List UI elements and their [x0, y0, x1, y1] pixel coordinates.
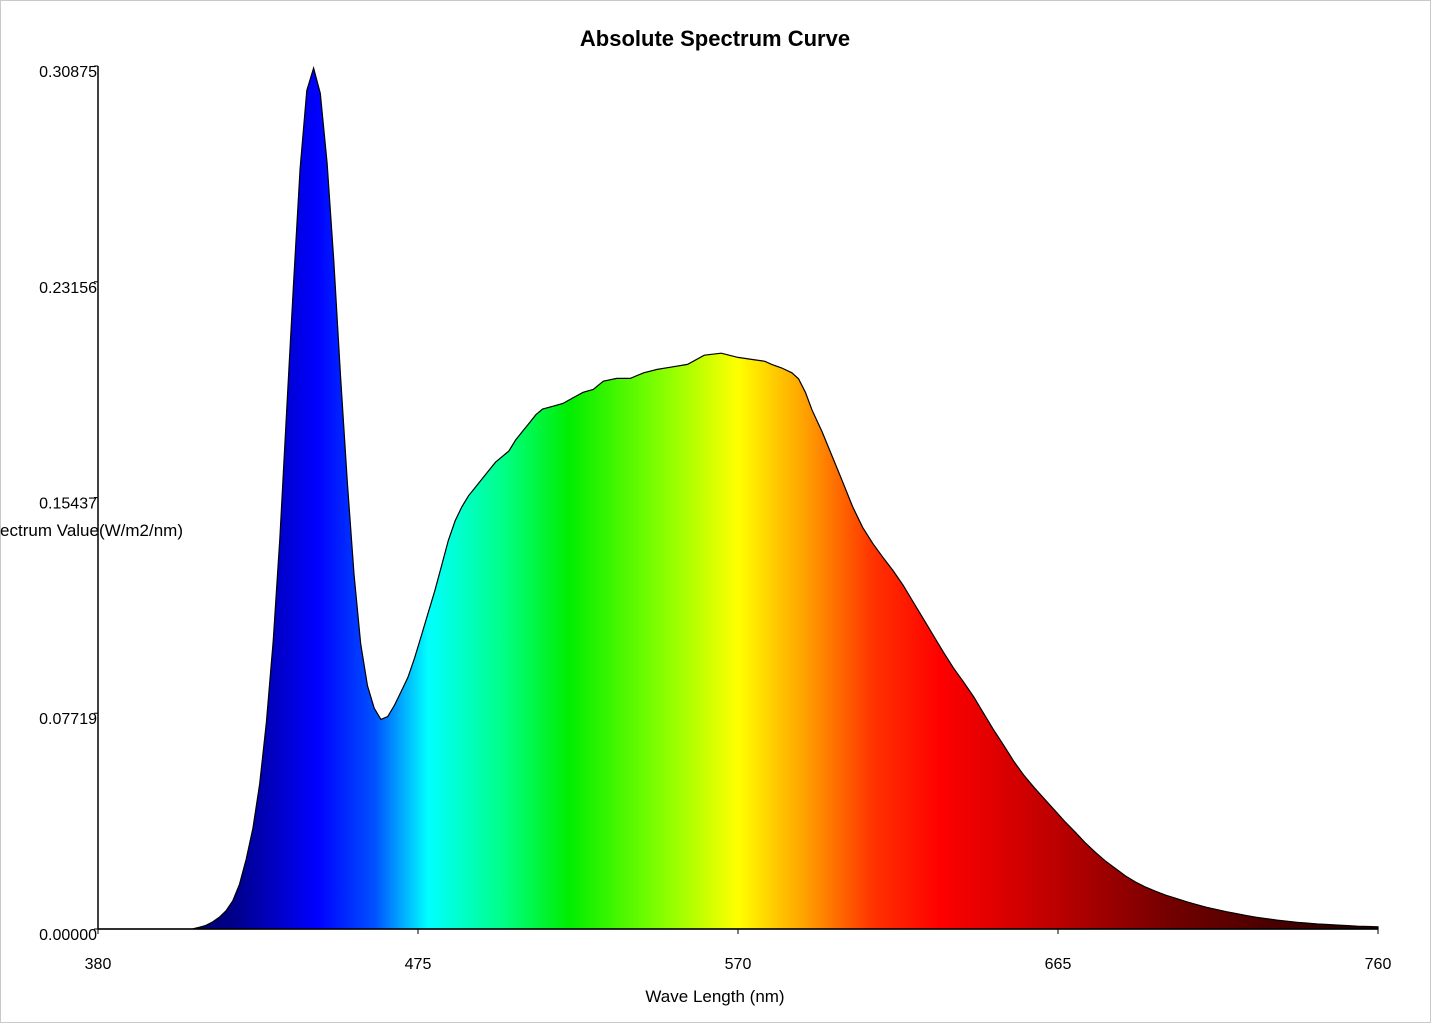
spectrum-area — [98, 65, 1379, 930]
y-axis-ticks: 0.00000 0.07719 0.15437 0.23156 0.30875 — [39, 64, 98, 944]
x-tick-label: 475 — [405, 956, 432, 973]
y-tick-label: 0.23156 — [39, 280, 97, 297]
x-tick-label: 665 — [1045, 956, 1072, 973]
chart-title: Absolute Spectrum Curve — [580, 26, 850, 51]
y-tick-label: 0.30875 — [39, 64, 97, 81]
x-tick-label: 380 — [85, 956, 112, 973]
y-axis-title: Spectrum Value(W/m2/nm) — [0, 521, 183, 540]
x-tick-label: 570 — [725, 956, 752, 973]
x-tick-label: 760 — [1365, 956, 1392, 973]
y-tick-label: 0.07719 — [39, 711, 97, 728]
x-axis-ticks: 380 475 570 665 760 — [85, 929, 1392, 973]
y-tick-label: 0.15437 — [39, 496, 97, 513]
y-tick-label: 0.00000 — [39, 927, 97, 944]
x-axis-title: Wave Length (nm) — [645, 987, 784, 1006]
